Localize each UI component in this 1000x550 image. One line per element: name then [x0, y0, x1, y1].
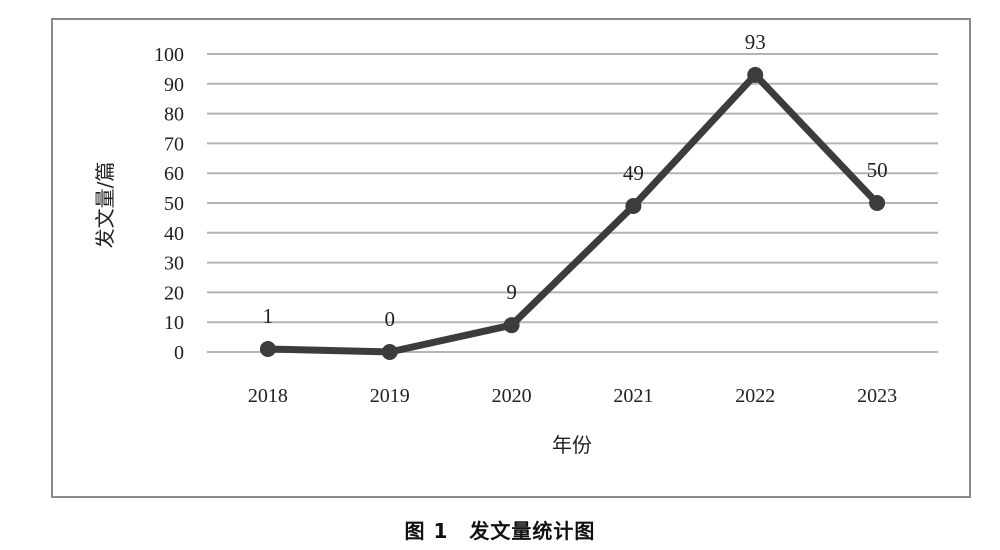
data-label: 50 [867, 158, 888, 182]
grid-lines [207, 53, 938, 353]
data-label: 9 [506, 280, 517, 304]
y-tick-label: 20 [164, 282, 184, 304]
y-tick-label: 80 [164, 104, 184, 126]
series-line-group [264, 71, 881, 356]
data-point [503, 317, 520, 334]
data-point [625, 197, 642, 214]
data-labels: 1 0 9 49 93 50 [263, 30, 888, 331]
y-tick-label: 30 [164, 253, 184, 275]
y-tick-label: 10 [164, 312, 184, 334]
x-tick-label: 2023 [857, 385, 897, 407]
y-tick-label: 60 [164, 163, 184, 185]
x-tick-label: 2018 [248, 385, 288, 407]
y-tick-label: 70 [164, 133, 184, 155]
series-points [259, 66, 886, 360]
x-tick-label: 2019 [370, 385, 410, 407]
y-tick-label: 90 [164, 74, 184, 96]
data-point [747, 66, 764, 83]
x-tick-labels: 2018 2019 2020 2021 2022 2023 [248, 385, 897, 407]
x-tick-label: 2020 [492, 385, 532, 407]
data-point [259, 341, 276, 358]
data-label: 1 [263, 304, 274, 328]
figure-caption: 图 1 发文量统计图 [404, 519, 596, 543]
series-line [264, 71, 881, 356]
y-tick-labels: 0 10 20 30 40 50 60 70 80 90 100 [154, 44, 184, 364]
y-tick-label: 0 [174, 342, 184, 364]
data-label: 93 [745, 30, 766, 54]
y-axis-title: 发文量/篇 [93, 162, 117, 249]
y-tick-label: 50 [164, 193, 184, 215]
x-axis-title: 年份 [552, 433, 592, 457]
data-label: 0 [385, 307, 396, 331]
x-tick-label: 2022 [735, 385, 775, 407]
y-tick-label: 100 [154, 44, 184, 66]
y-tick-label: 40 [164, 223, 184, 245]
chart-frame [51, 18, 971, 498]
data-point [381, 344, 398, 360]
x-tick-label: 2021 [613, 385, 653, 407]
data-point [869, 195, 886, 211]
data-label: 49 [623, 161, 644, 185]
